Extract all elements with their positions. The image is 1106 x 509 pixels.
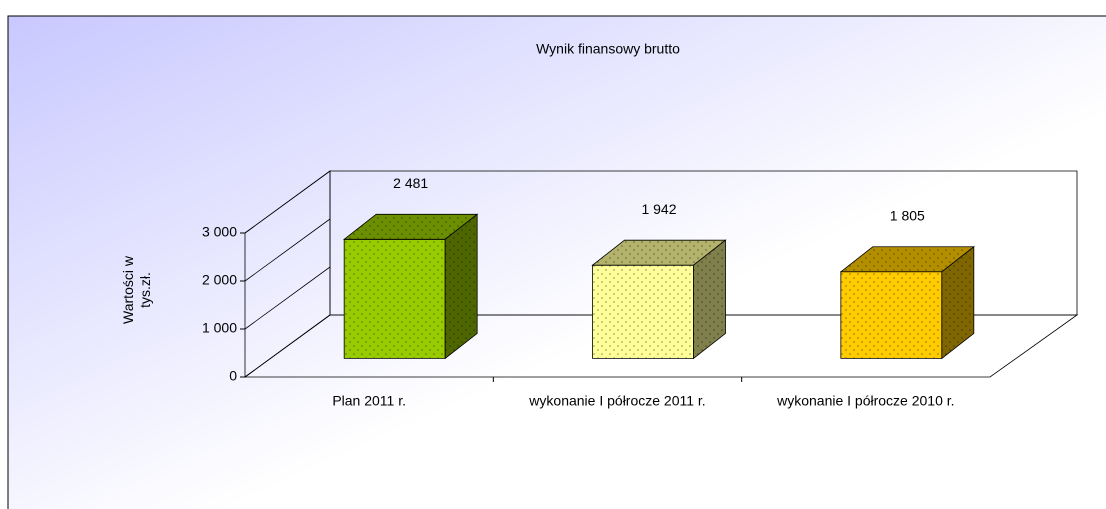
grid-line [244, 170, 331, 234]
bar-side [445, 214, 478, 359]
bar-top [592, 240, 726, 266]
x-tick-label: Plan 2011 r. [332, 393, 406, 409]
bar [839, 245, 975, 360]
y-axis-label-text: Wartości w tys.zł. [120, 256, 153, 324]
bar-side [941, 246, 974, 359]
x-tick-label: wykonanie I półrocze 2010 r. [776, 393, 954, 409]
bar [343, 213, 479, 360]
bar-side [693, 240, 726, 359]
bar-front [592, 265, 694, 359]
bar [591, 239, 727, 360]
frame [7, 15, 1106, 509]
y-tick-label: 1 000 [202, 320, 237, 336]
y-tick-label: 0 [229, 368, 237, 384]
bar-top [344, 214, 478, 240]
y-axis-label: Wartości w tys.zł. [120, 256, 153, 324]
bar-top [840, 246, 974, 272]
y-tick-label: 3 000 [202, 224, 237, 240]
value-label: 1 942 [641, 201, 676, 217]
bar-front [840, 271, 942, 359]
value-label: 2 481 [393, 175, 428, 191]
bar-front [344, 239, 446, 359]
grid-line [244, 218, 331, 282]
x-tick-label: wykonanie I półrocze 2011 r. [528, 393, 705, 409]
grid-line [244, 266, 331, 330]
value-label: 1 805 [890, 207, 925, 223]
grid-line [244, 314, 331, 378]
chart-title: Wynik finansowy brutto [536, 41, 680, 57]
y-tick-label: 2 000 [202, 272, 237, 288]
